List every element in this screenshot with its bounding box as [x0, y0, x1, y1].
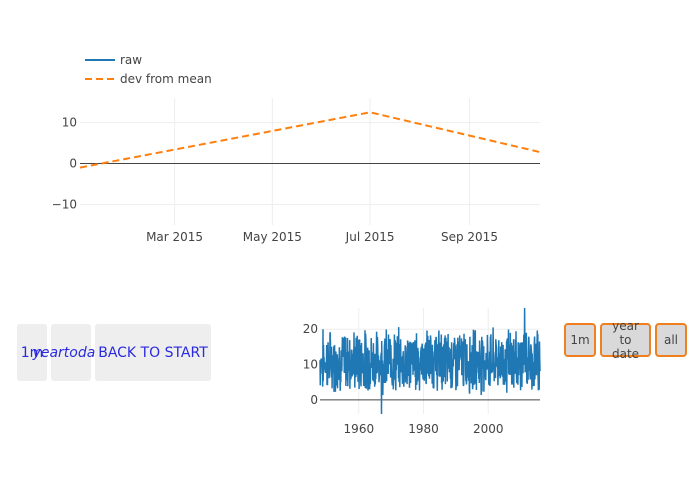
range-selector-left: 1m year to date BACK TO START — [17, 324, 211, 381]
x-tick-label: Sep 2015 — [441, 230, 498, 244]
range-button-all[interactable]: all — [655, 323, 687, 357]
range-button-back-to-start[interactable]: BACK TO START — [95, 324, 211, 381]
range-button-year-to-date[interactable]: year to date — [600, 319, 651, 361]
range-button-1m[interactable]: 1m — [564, 323, 596, 357]
y-tick-label: −10 — [52, 198, 77, 212]
top-chart: Mar 2015 May 2015 Jul 2015 Sep 2015 10 0 −10 ra… — [52, 53, 541, 244]
y-tick-label: 20 — [303, 322, 318, 336]
range-button-label-line-1: year — [612, 319, 639, 333]
x-tick-label: 2000 — [473, 422, 504, 436]
range-button-year-to-date[interactable]: year to date — [33, 324, 109, 381]
x-tick-label: Jul 2015 — [345, 230, 395, 244]
x-tick-label: 1980 — [408, 422, 439, 436]
x-tick-label: 1960 — [344, 422, 375, 436]
y-tick-label: 0 — [69, 157, 77, 171]
range-button-label-line-1: year — [32, 344, 64, 361]
series-line-dev-from-mean — [79, 111, 541, 169]
y-tick-label: 10 — [62, 116, 77, 130]
x-tick-label: May 2015 — [243, 230, 302, 244]
range-button-label-line-2: to — [63, 344, 78, 361]
range-button-label-line-2: to date — [611, 333, 640, 361]
y-tick-label: 0 — [310, 393, 318, 407]
legend: raw dev from mean — [85, 53, 212, 86]
series-line — [319, 307, 541, 415]
range-selector-right: 1m year to date all — [564, 319, 687, 361]
bottom-chart: 1960 1980 2000 20 10 0 — [303, 307, 541, 436]
range-button-1m[interactable]: 1m — [17, 324, 47, 381]
legend-label: dev from mean — [120, 72, 212, 86]
legend-label: raw — [120, 53, 142, 67]
x-tick-label: Mar 2015 — [146, 230, 203, 244]
y-tick-label: 10 — [303, 358, 318, 372]
